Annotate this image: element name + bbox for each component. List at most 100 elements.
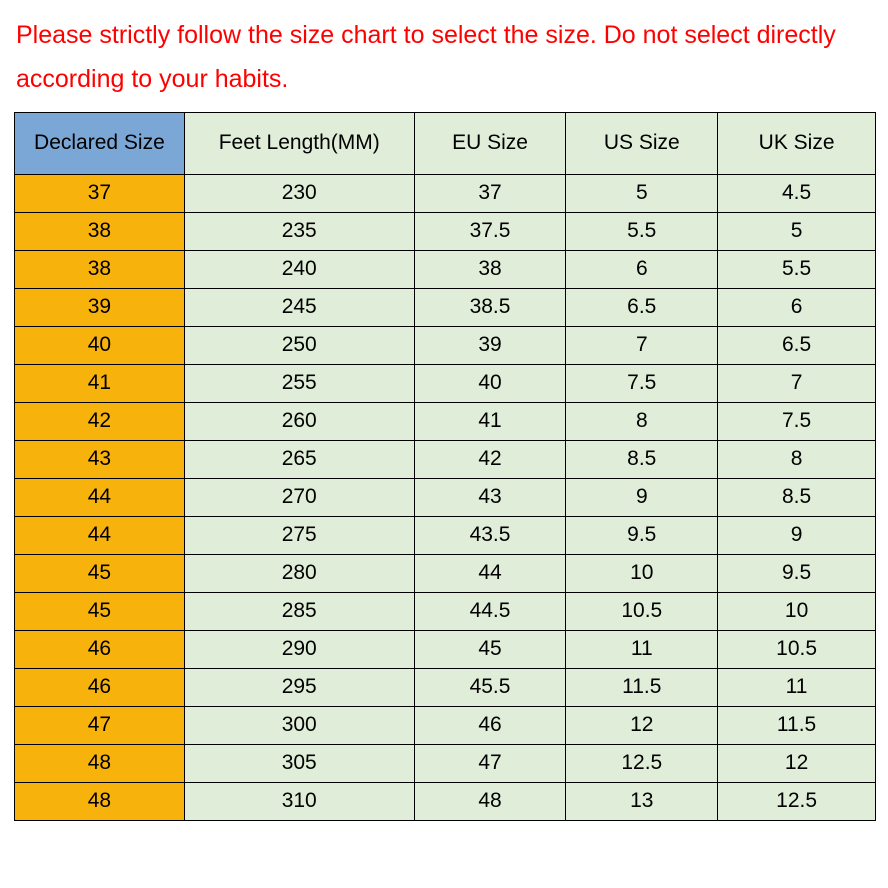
cell-us: 12.5 (566, 744, 718, 782)
cell-uk: 11 (718, 668, 876, 706)
table-row: 442704398.5 (15, 478, 876, 516)
cell-us: 9 (566, 478, 718, 516)
cell-feet: 240 (184, 250, 414, 288)
cell-feet: 245 (184, 288, 414, 326)
cell-declared: 45 (15, 592, 185, 630)
cell-feet: 295 (184, 668, 414, 706)
cell-feet: 235 (184, 212, 414, 250)
cell-us: 5 (566, 174, 718, 212)
cell-eu: 43.5 (414, 516, 566, 554)
cell-eu: 38.5 (414, 288, 566, 326)
table-body: 372303754.53823537.55.55382403865.539245… (15, 174, 876, 820)
cell-uk: 6.5 (718, 326, 876, 364)
cell-us: 5.5 (566, 212, 718, 250)
cell-uk: 9.5 (718, 554, 876, 592)
cell-us: 6.5 (566, 288, 718, 326)
table-row: 4629545.511.511 (15, 668, 876, 706)
cell-us: 6 (566, 250, 718, 288)
cell-declared: 43 (15, 440, 185, 478)
notice-text: Please strictly follow the size chart to… (14, 14, 874, 102)
cell-declared: 48 (15, 782, 185, 820)
cell-feet: 260 (184, 402, 414, 440)
cell-declared: 39 (15, 288, 185, 326)
table-row: 422604187.5 (15, 402, 876, 440)
cell-feet: 250 (184, 326, 414, 364)
cell-us: 10 (566, 554, 718, 592)
cell-us: 7 (566, 326, 718, 364)
cell-us: 11 (566, 630, 718, 668)
cell-feet: 275 (184, 516, 414, 554)
cell-declared: 41 (15, 364, 185, 402)
cell-eu: 45 (414, 630, 566, 668)
cell-us: 11.5 (566, 668, 718, 706)
header-us-size: US Size (566, 112, 718, 174)
cell-declared: 46 (15, 668, 185, 706)
cell-eu: 47 (414, 744, 566, 782)
table-row: 382403865.5 (15, 250, 876, 288)
cell-uk: 7.5 (718, 402, 876, 440)
cell-declared: 46 (15, 630, 185, 668)
cell-us: 7.5 (566, 364, 718, 402)
table-row: 483054712.512 (15, 744, 876, 782)
cell-eu: 48 (414, 782, 566, 820)
table-row: 48310481312.5 (15, 782, 876, 820)
cell-feet: 270 (184, 478, 414, 516)
cell-uk: 4.5 (718, 174, 876, 212)
cell-eu: 44 (414, 554, 566, 592)
table-row: 372303754.5 (15, 174, 876, 212)
cell-declared: 44 (15, 516, 185, 554)
cell-eu: 40 (414, 364, 566, 402)
cell-uk: 5 (718, 212, 876, 250)
cell-eu: 38 (414, 250, 566, 288)
cell-uk: 12.5 (718, 782, 876, 820)
cell-us: 8 (566, 402, 718, 440)
table-row: 3924538.56.56 (15, 288, 876, 326)
cell-uk: 10 (718, 592, 876, 630)
cell-us: 13 (566, 782, 718, 820)
header-uk-size: UK Size (718, 112, 876, 174)
table-header-row: Declared Size Feet Length(MM) EU Size US… (15, 112, 876, 174)
cell-us: 10.5 (566, 592, 718, 630)
table-row: 46290451110.5 (15, 630, 876, 668)
table-row: 43265428.58 (15, 440, 876, 478)
header-declared-size: Declared Size (15, 112, 185, 174)
cell-feet: 255 (184, 364, 414, 402)
cell-uk: 7 (718, 364, 876, 402)
cell-us: 9.5 (566, 516, 718, 554)
size-chart-table: Declared Size Feet Length(MM) EU Size US… (14, 112, 876, 821)
cell-uk: 8.5 (718, 478, 876, 516)
cell-uk: 10.5 (718, 630, 876, 668)
cell-feet: 265 (184, 440, 414, 478)
cell-uk: 6 (718, 288, 876, 326)
cell-eu: 37 (414, 174, 566, 212)
cell-uk: 5.5 (718, 250, 876, 288)
table-row: 402503976.5 (15, 326, 876, 364)
cell-us: 12 (566, 706, 718, 744)
cell-declared: 42 (15, 402, 185, 440)
cell-declared: 45 (15, 554, 185, 592)
cell-uk: 12 (718, 744, 876, 782)
cell-feet: 285 (184, 592, 414, 630)
cell-feet: 290 (184, 630, 414, 668)
cell-feet: 230 (184, 174, 414, 212)
cell-declared: 48 (15, 744, 185, 782)
cell-declared: 38 (15, 212, 185, 250)
cell-feet: 300 (184, 706, 414, 744)
cell-eu: 41 (414, 402, 566, 440)
cell-eu: 45.5 (414, 668, 566, 706)
cell-feet: 305 (184, 744, 414, 782)
cell-uk: 9 (718, 516, 876, 554)
cell-eu: 43 (414, 478, 566, 516)
table-row: 41255407.57 (15, 364, 876, 402)
cell-us: 8.5 (566, 440, 718, 478)
cell-feet: 280 (184, 554, 414, 592)
cell-eu: 44.5 (414, 592, 566, 630)
cell-eu: 42 (414, 440, 566, 478)
table-row: 3823537.55.55 (15, 212, 876, 250)
table-row: 47300461211.5 (15, 706, 876, 744)
cell-feet: 310 (184, 782, 414, 820)
table-row: 4427543.59.59 (15, 516, 876, 554)
cell-declared: 47 (15, 706, 185, 744)
table-row: 4528044109.5 (15, 554, 876, 592)
cell-eu: 39 (414, 326, 566, 364)
